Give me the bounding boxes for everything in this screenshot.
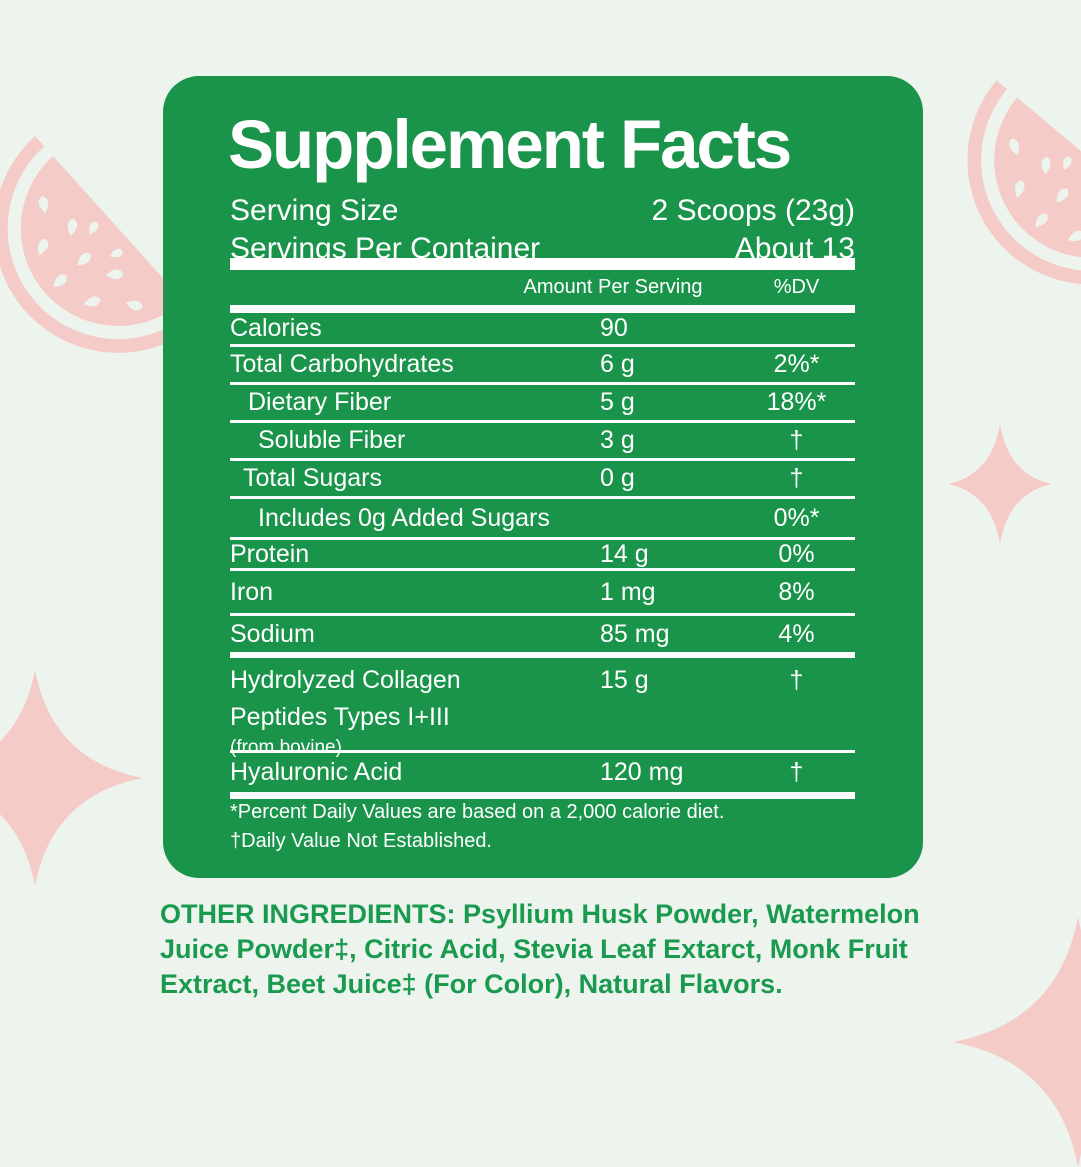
divider-thick xyxy=(230,258,855,270)
nutrient-amount: 15 g xyxy=(600,666,649,694)
nutrient-name: Total Carbohydrates xyxy=(230,350,454,378)
nutrient-dv: 8% xyxy=(778,577,815,606)
supplement-facts-panel: Supplement Facts Serving Size 2 Scoops (… xyxy=(163,76,923,878)
table-row-dietary-fiber: Dietary Fiber 5 g 18%* xyxy=(230,385,855,423)
table-row-hydrolyzed-collagen: Hydrolyzed Collagen Peptides Types I+III… xyxy=(230,658,855,758)
nutrient-amount: 0 g xyxy=(600,464,635,492)
nutrient-amount: 1 mg xyxy=(600,577,656,606)
nutrient-amount: 5 g xyxy=(600,388,635,416)
table-row-total-carbohydrates: Total Carbohydrates 6 g 2%* xyxy=(230,347,855,385)
nutrient-dv: † xyxy=(789,666,804,694)
serving-size-value: 2 Scoops (23g) xyxy=(651,194,855,227)
table-row-sodium: Sodium 85 mg 4% xyxy=(230,616,855,658)
table-header: Amount Per Serving %DV xyxy=(230,273,855,305)
nutrient-amount: 85 mg xyxy=(600,619,670,648)
sparkle-icon xyxy=(948,424,1052,544)
nutrient-amount: 90 xyxy=(600,314,628,342)
table-row-added-sugars: Includes 0g Added Sugars 0%* xyxy=(230,499,855,540)
nutrient-amount: 6 g xyxy=(600,350,635,378)
sparkle-icon xyxy=(0,670,143,886)
other-ingredients-line: Juice Powder‡, Citric Acid, Stevia Leaf … xyxy=(160,934,908,964)
table-row-protein: Protein 14 g 0% xyxy=(230,540,855,571)
serving-size-row: Serving Size 2 Scoops (23g) xyxy=(230,192,855,230)
footnotes: *Percent Daily Values are based on a 2,0… xyxy=(230,798,724,856)
nutrient-name: Hydrolyzed Collagen Peptides Types I+III… xyxy=(230,662,600,760)
footnote-dv-not-established: †Daily Value Not Established. xyxy=(230,830,492,852)
percent-dv-header: %DV xyxy=(773,276,820,298)
nutrient-name: Dietary Fiber xyxy=(248,388,392,416)
nutrient-note: (from bovine) xyxy=(230,737,342,758)
table-row-iron: Iron 1 mg 8% xyxy=(230,571,855,616)
nutrient-dv: 4% xyxy=(778,619,815,648)
amount-per-serving-header: Amount Per Serving xyxy=(523,276,703,298)
nutrient-name: Calories xyxy=(230,314,322,342)
nutrient-name: Protein xyxy=(230,539,310,568)
nutrient-dv: 0%* xyxy=(773,503,820,532)
table-row-soluble-fiber: Soluble Fiber 3 g † xyxy=(230,423,855,461)
divider-medium xyxy=(230,305,855,313)
watermelon-slice-icon xyxy=(967,80,1081,285)
nutrient-name: Soluble Fiber xyxy=(258,426,406,454)
nutrient-dv: 2%* xyxy=(773,350,820,378)
table-row-hyaluronic-acid: Hyaluronic Acid 120 mg † xyxy=(230,753,855,799)
table-row-total-sugars: Total Sugars 0 g † xyxy=(230,461,855,499)
other-ingredients-line: Extract, Beet Juice‡ (For Color), Natura… xyxy=(160,969,783,999)
nutrient-amount: 120 mg xyxy=(600,758,684,786)
nutrient-dv: 0% xyxy=(778,539,815,568)
serving-info: Serving Size 2 Scoops (23g) Servings Per… xyxy=(230,192,855,268)
serving-size-label: Serving Size xyxy=(230,194,399,227)
nutrient-dv: † xyxy=(789,426,804,454)
nutrient-dv: 18%* xyxy=(766,388,827,416)
nutrient-dv: † xyxy=(789,464,804,492)
nutrient-name: Sodium xyxy=(230,619,315,648)
other-ingredients-line: OTHER INGREDIENTS: Psyllium Husk Powder,… xyxy=(160,899,920,929)
table-row-calories: Calories 90 xyxy=(230,313,855,347)
nutrient-name: Hyaluronic Acid xyxy=(230,758,403,786)
nutrient-amount: 14 g xyxy=(600,539,649,568)
nutrient-amount: 3 g xyxy=(600,426,635,454)
nutrient-name: Includes 0g Added Sugars xyxy=(258,503,550,532)
nutrition-table: Calories 90 Total Carbohydrates 6 g 2%* … xyxy=(230,313,855,799)
nutrient-name: Iron xyxy=(230,577,274,606)
footnote-daily-values: *Percent Daily Values are based on a 2,0… xyxy=(230,801,725,823)
other-ingredients: OTHER INGREDIENTS: Psyllium Husk Powder,… xyxy=(160,897,1020,1002)
nutrient-name: Total Sugars xyxy=(243,464,382,492)
nutrient-dv: † xyxy=(789,758,804,786)
panel-title: Supplement Facts xyxy=(228,106,792,183)
